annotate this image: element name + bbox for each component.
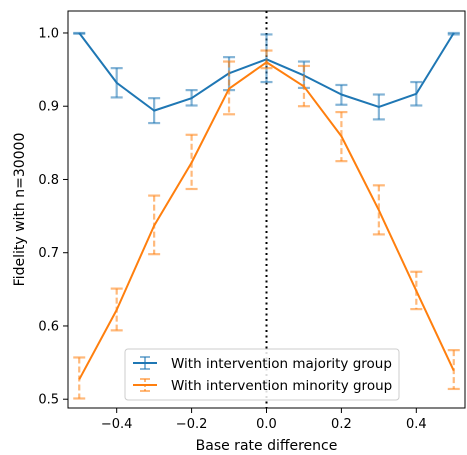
y-tick-label: 0.9 [38, 100, 59, 115]
y-tick-label: 0.5 [38, 393, 59, 408]
series-line [78, 32, 455, 112]
x-tick-label: −0.4 [101, 417, 133, 432]
x-tick-label: −0.2 [176, 417, 208, 432]
y-axis-label: Fidelity with n=30000 [12, 133, 28, 287]
y-tick-label: 0.7 [38, 246, 59, 261]
legend: With intervention majority group With int… [124, 348, 400, 401]
legend-box [124, 348, 400, 401]
y-tick-label: 0.6 [38, 319, 59, 334]
series-1 [73, 31, 460, 125]
legend-item-1: With intervention majority group [133, 356, 392, 372]
x-tick-label: 0.2 [331, 417, 352, 432]
x-tick-label: 0.4 [406, 417, 427, 432]
legend-label: With intervention majority group [171, 356, 392, 372]
y-tick-label: 0.8 [38, 173, 59, 188]
legend-label: With intervention minority group [171, 378, 392, 394]
series-line [78, 61, 455, 380]
legend-item-2: With intervention minority group [133, 378, 392, 394]
y-tick-label: 1.0 [38, 26, 59, 41]
series-2 [73, 49, 460, 400]
x-axis-label: Base rate difference [196, 438, 338, 454]
plot-area [73, 11, 460, 408]
plot-layer: −0.4 −0.2 0.0 0.2 0.4 0.5 0.6 0.7 0.8 0.9 1.0 With … [38, 10, 466, 432]
x-tick-label: 0.0 [256, 417, 277, 432]
